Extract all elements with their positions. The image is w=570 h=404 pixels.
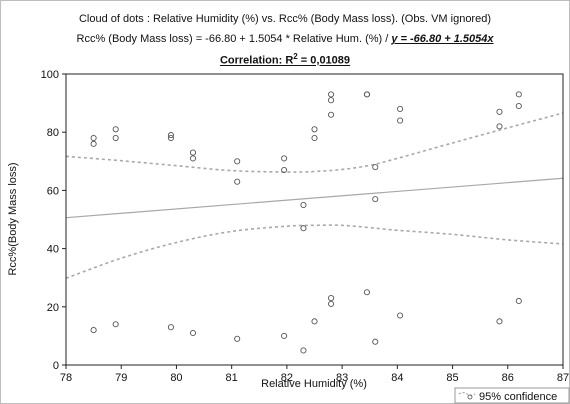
x-tick-label: 79 [115,372,127,384]
data-point [311,126,318,133]
data-point [372,164,379,171]
data-point [328,97,335,104]
data-point [234,158,241,165]
y-axis-title: Rcc%(Body Mass loss) [7,162,19,275]
equation-short: y = -66.80 + 1.5054x [391,33,494,45]
chart-title: Cloud of dots : Relative Humidity (%) vs… [78,13,491,25]
confidence-band-upper [66,112,563,173]
data-points [90,91,522,354]
y-tick-label: 100 [41,69,59,81]
data-point [397,105,404,112]
correlation-value: = 0,01089 [297,54,351,67]
data-point [328,91,335,98]
data-point [281,166,288,174]
legend: 95% confidence [454,387,570,404]
data-point [300,201,307,208]
data-point [167,324,174,331]
data-point [189,149,197,156]
plot-area-border [65,73,564,366]
data-point [281,155,288,162]
data-point [496,318,503,325]
data-point [112,321,119,328]
data-point [90,134,97,142]
legend-box [454,387,570,404]
x-tick-label: 78 [60,372,72,384]
data-point [328,295,335,302]
data-point [496,108,503,115]
data-point [311,134,318,142]
data-point [167,132,174,139]
correlation-superscript: 2 [293,52,298,61]
data-point [515,91,522,98]
data-point [281,332,288,339]
y-tick-label: 20 [47,302,59,314]
x-axis-ticks: 78 79 80 81 82 83 84 85 86 87 [60,365,569,384]
data-point [515,102,522,110]
data-point [363,289,371,296]
correlation-text: Correlation: R [219,54,294,67]
data-point [328,300,335,307]
y-tick-label: 80 [47,127,59,139]
data-point [496,123,503,130]
data-point [328,111,335,118]
legend-point-marker [467,394,473,400]
x-tick-label: 84 [391,372,403,384]
x-tick-label: 81 [226,372,238,384]
data-point [112,126,119,133]
y-axis-ticks: 0 20 40 60 80 100 [41,69,66,372]
confidence-band-lower [66,224,563,280]
legend-swatch [458,391,476,397]
x-tick-label: 82 [281,372,293,384]
x-tick-label: 80 [170,372,182,384]
y-tick-label: 60 [47,185,59,197]
data-point [234,178,241,185]
regression-line [66,177,563,219]
data-point [515,297,522,305]
x-tick-label: 87 [557,372,569,384]
data-point [189,155,197,162]
x-tick-label: 85 [446,372,458,384]
data-point [90,327,97,334]
data-point [363,91,371,98]
legend-label: 95% confidence [479,391,557,403]
data-point [397,312,404,319]
plot-content [66,91,563,354]
x-tick-label: 86 [502,372,514,384]
data-point [234,335,241,342]
equation-prefix: Rcc% (Body Mass loss) = -66.80 + 1.5054 … [76,33,392,45]
y-tick-label: 40 [47,244,59,256]
data-point [300,225,307,232]
x-tick-label: 83 [336,372,348,384]
data-point [311,318,318,325]
data-point [372,338,379,345]
data-point [397,117,404,124]
y-tick-label: 0 [53,360,59,372]
data-point [112,134,119,142]
data-point [189,329,197,337]
data-point [300,347,307,354]
correlation-label: Correlation: R2 = 0,01089 [0,52,570,67]
data-point [372,196,379,203]
x-axis-title: Relative Humidity (%) [261,378,367,390]
data-point [167,134,174,142]
data-point [90,140,97,147]
chart-subtitle-equation: Rcc% (Body Mass loss) = -66.80 + 1.5054 … [0,33,570,45]
